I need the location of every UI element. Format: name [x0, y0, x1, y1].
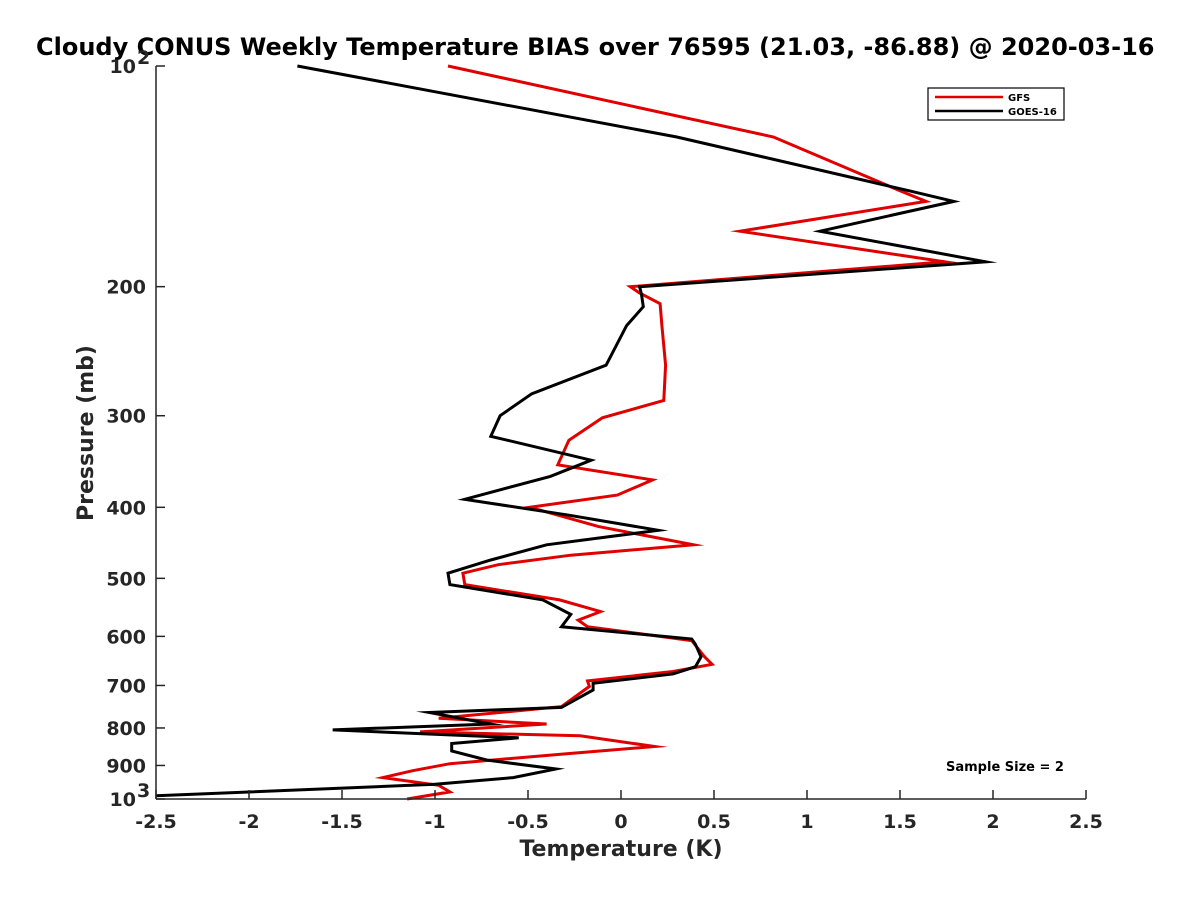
- legend-label-goes16: GOES-16: [1008, 107, 1057, 118]
- y-tick-exponent: 3: [137, 780, 150, 802]
- y-tick-label: 300: [106, 406, 146, 428]
- series-line-goes16: [155, 64, 998, 798]
- y-tick-label: 10: [110, 56, 136, 78]
- y-tick-label: 800: [106, 718, 146, 740]
- legend-box: [927, 87, 1065, 121]
- y-tick-label: 10: [110, 789, 136, 811]
- plot-area: [156, 66, 1086, 799]
- x-tick-label: -0.5: [507, 811, 549, 833]
- y-tick-label: 500: [106, 568, 146, 590]
- series-layer: [155, 64, 998, 801]
- y-tick-label: 900: [106, 755, 146, 777]
- series-line-gfs: [374, 64, 958, 801]
- x-tick-label: -1: [424, 811, 445, 833]
- y-tick-label: 400: [106, 497, 146, 519]
- y-axis-label: Pressure (mb): [74, 345, 99, 521]
- x-axis-label: Temperature (K): [519, 837, 722, 862]
- x-tick-label: -2.5: [135, 811, 177, 833]
- chart-title: Cloudy CONUS Weekly Temperature BIAS ove…: [36, 33, 1154, 61]
- legend-label-gfs: GFS: [1008, 93, 1030, 104]
- legend: GFS GOES-16: [927, 87, 1065, 121]
- x-ticks: -2.5 -2 -1.5 -1 -0.5 0 0.5 1 1.5 2 2.5: [135, 790, 1103, 833]
- y-tick-label: 200: [106, 277, 146, 299]
- x-tick-label: -2: [238, 811, 259, 833]
- y-tick-label: 700: [106, 675, 146, 697]
- x-tick-label: 1.5: [883, 811, 917, 833]
- x-tick-label: 0: [614, 811, 627, 833]
- x-tick-label: 2.5: [1069, 811, 1103, 833]
- x-tick-label: 0.5: [697, 811, 731, 833]
- x-tick-label: -1.5: [321, 811, 363, 833]
- y-tick-label: 600: [106, 626, 146, 648]
- x-tick-label: 2: [986, 811, 999, 833]
- sample-size-annotation: Sample Size = 2: [946, 760, 1064, 775]
- x-tick-label: 1: [800, 811, 813, 833]
- y-tick-exponent: 2: [137, 47, 150, 69]
